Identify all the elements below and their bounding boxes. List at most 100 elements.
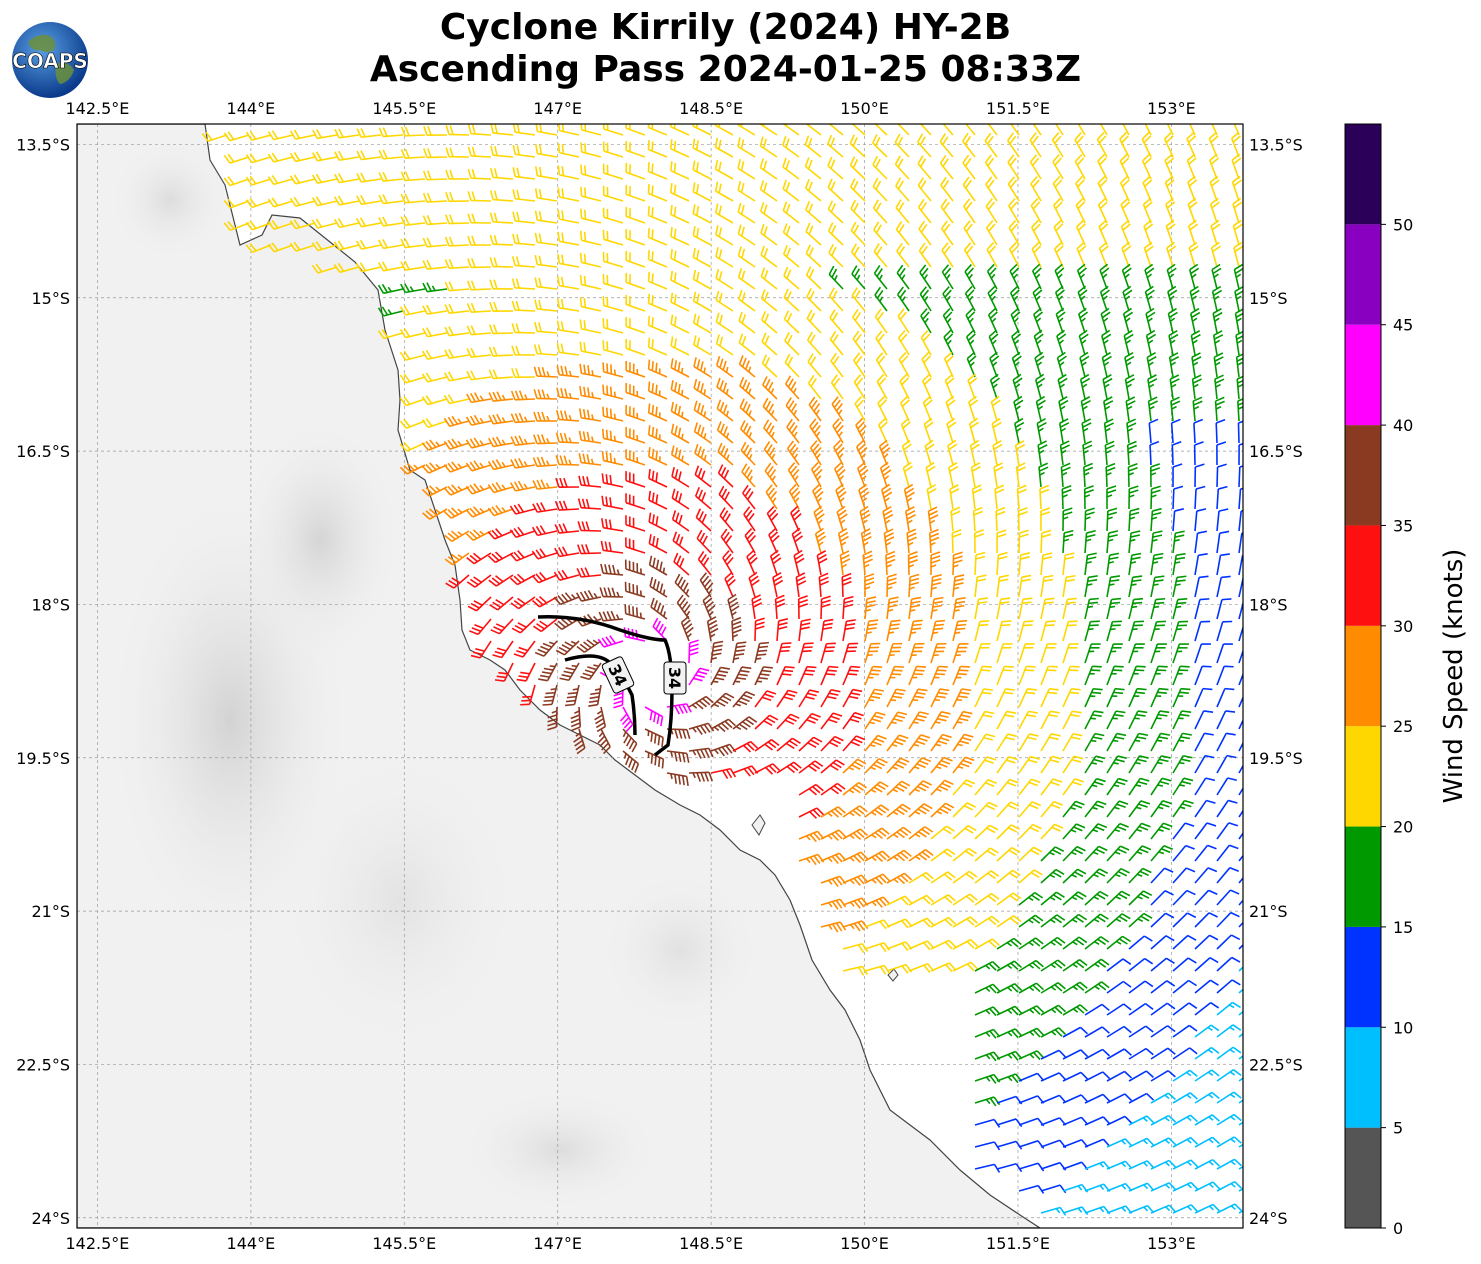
wind-barb (488, 574, 514, 587)
wind-barb (715, 247, 734, 268)
wind-barb (759, 180, 778, 202)
wind-barb (1018, 891, 1044, 906)
wind-barb (952, 596, 966, 620)
wind-barb (1018, 823, 1042, 840)
wind-barb (1016, 484, 1027, 510)
wind-barb (908, 688, 928, 708)
lat-label-left-5: 21°S (31, 902, 70, 921)
wind-barb (737, 137, 756, 158)
wind-barb (1061, 484, 1072, 510)
wind-barb (853, 352, 866, 378)
wind-barb (1216, 553, 1230, 576)
wind-barb (1238, 809, 1243, 818)
wind-barb (1238, 1099, 1243, 1104)
wind-barb (1172, 912, 1197, 928)
wind-barb (378, 238, 404, 250)
wind-barb (1062, 643, 1079, 664)
wind-barb (876, 374, 888, 400)
wind-barb (1236, 375, 1243, 400)
wind-barb (625, 206, 646, 224)
wind-barb (918, 242, 932, 268)
wind-barb (1040, 800, 1063, 818)
wind-barb (1208, 131, 1219, 158)
wind-barb (267, 242, 294, 253)
wind-barb (971, 484, 982, 510)
wind-barb (798, 618, 811, 642)
wind-barb (1188, 241, 1199, 268)
colorbar-bin-10 (1345, 124, 1381, 225)
wind-barb (487, 528, 514, 540)
wind-barb (920, 308, 932, 334)
wind-barb (444, 214, 470, 225)
wind-barb (1106, 1160, 1133, 1170)
wind-barb (1128, 732, 1149, 752)
wind-barb (842, 942, 869, 954)
colorbar-bin-4 (1345, 726, 1381, 827)
wind-barb (864, 711, 886, 730)
wind-barb (578, 430, 602, 444)
wind-barb (693, 400, 712, 422)
wind-barb (974, 801, 998, 818)
wind-barb (754, 763, 781, 775)
wind-barb (1051, 132, 1064, 158)
wind-barb (1172, 1204, 1199, 1214)
wind-barb (513, 640, 536, 658)
wind-barb (289, 129, 316, 140)
wind-barb (1128, 957, 1154, 972)
wind-barb (520, 684, 536, 706)
wind-barb (761, 354, 778, 378)
wind-barb (968, 395, 979, 422)
wind-barb (974, 915, 1000, 928)
wind-barb (509, 526, 536, 539)
wind-barb (864, 850, 891, 863)
wind-barb (1106, 643, 1123, 664)
wind-barb (443, 484, 470, 496)
wind-barb (399, 396, 426, 407)
wind-barb (625, 515, 646, 532)
wind-barb (624, 604, 646, 620)
wind-barb (1040, 597, 1055, 620)
wind-barb (399, 419, 426, 430)
wind-barb (759, 124, 778, 136)
wind-barb (1128, 1047, 1154, 1060)
wind-barb (827, 156, 844, 180)
wind-barb (930, 962, 957, 973)
wind-barb (1128, 665, 1146, 686)
wind-barb (989, 351, 1000, 378)
wind-barb (1165, 197, 1176, 224)
wind-barb (1216, 1001, 1241, 1016)
wind-barb (830, 352, 844, 378)
wind-barb (649, 576, 668, 598)
lat-label-right-0: 13.5°S (1249, 135, 1303, 154)
wind-barb (1084, 687, 1103, 708)
wind-barb (1040, 1184, 1067, 1194)
wind-barb (714, 137, 734, 158)
wind-barb (557, 143, 580, 158)
wind-barb (1194, 620, 1211, 642)
wind-barb (1076, 241, 1087, 268)
wind-barb (1150, 800, 1172, 818)
wind-barb (1231, 153, 1242, 180)
wind-barb (423, 148, 448, 159)
wind-barb (1216, 1203, 1243, 1214)
wind-barb (1150, 867, 1174, 884)
wind-barb (772, 571, 784, 598)
wind-barb (1211, 263, 1222, 290)
wind-barb (602, 229, 624, 246)
wind-barb (532, 595, 558, 608)
wind-barb (716, 421, 734, 444)
wind-barb (1209, 153, 1220, 180)
wind-barb (1194, 1024, 1220, 1038)
wind-barb (974, 892, 1000, 906)
wind-barb (1062, 800, 1085, 818)
wind-barb (602, 185, 624, 202)
wind-barb (782, 223, 800, 246)
wind-barb (896, 286, 910, 312)
wind-barb (400, 238, 426, 249)
wind-barb (599, 587, 624, 598)
wind-barb (776, 665, 795, 686)
wind-barb (908, 573, 920, 598)
wind-barb (828, 265, 844, 290)
wind-barb (602, 406, 624, 422)
wind-barb (1150, 732, 1171, 752)
